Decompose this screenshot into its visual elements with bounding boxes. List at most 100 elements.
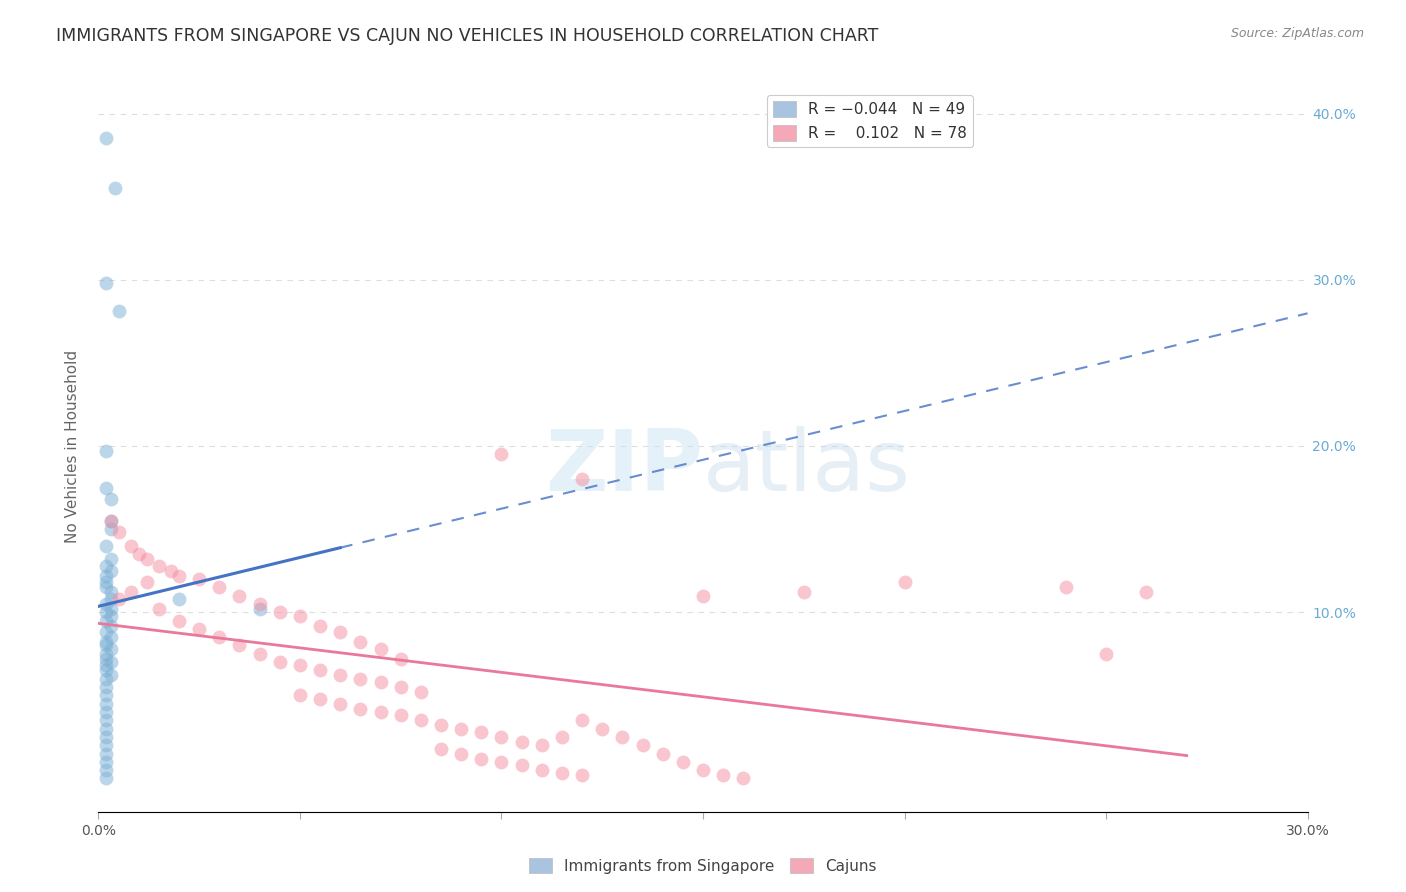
Point [470,751,492,765]
Point [96,575,118,590]
Point [188,572,211,586]
Point [96,568,118,582]
Point [96,664,118,678]
Point [733,772,755,786]
Point [450,747,472,761]
Point [370,705,392,719]
Point [430,718,453,732]
Point [370,641,392,656]
Point [96,738,118,752]
Point [1054,580,1077,594]
Point [128,547,150,561]
Point [96,730,118,744]
Point [430,741,453,756]
Point [96,614,118,628]
Point [100,564,122,578]
Point [107,591,129,606]
Point [96,276,118,290]
Point [349,672,371,686]
Point [309,618,332,632]
Point [96,658,118,673]
Point [288,689,311,703]
Point [100,492,122,507]
Point [349,635,371,649]
Point [96,444,118,458]
Point [100,618,122,632]
Point [571,768,593,782]
Point [100,552,122,566]
Point [651,747,673,761]
Point [309,691,332,706]
Point [100,608,122,623]
Point [288,608,311,623]
Point [100,602,122,616]
Point [288,658,311,673]
Point [450,722,472,736]
Point [409,714,432,728]
Point [711,768,734,782]
Point [249,647,271,661]
Point [612,730,634,744]
Point [100,591,122,606]
Point [100,641,122,656]
Point [188,622,211,636]
Point [571,472,593,486]
Point [96,705,118,719]
Point [96,652,118,666]
Point [470,725,492,739]
Point [208,580,231,594]
Point [96,755,118,769]
Point [107,304,129,318]
Point [510,735,533,749]
Point [96,672,118,686]
Point [100,655,122,669]
Point [329,625,352,640]
Point [100,514,122,528]
Point [96,539,118,553]
Point [100,630,122,644]
Point [107,525,129,540]
Point [893,575,915,590]
Point [1095,647,1118,661]
Point [329,668,352,682]
Point [96,597,118,611]
Point [96,747,118,761]
Point [96,131,118,145]
Text: Source: ZipAtlas.com: Source: ZipAtlas.com [1230,27,1364,40]
Legend: Immigrants from Singapore, Cajuns: Immigrants from Singapore, Cajuns [523,852,883,880]
Point [208,630,231,644]
Point [96,639,118,653]
Point [96,625,118,640]
Point [96,714,118,728]
Point [96,605,118,619]
Point [100,514,122,528]
Point [672,755,695,769]
Point [389,680,412,694]
Point [167,614,190,628]
Point [167,591,190,606]
Point [309,664,332,678]
Text: IMMIGRANTS FROM SINGAPORE VS CAJUN NO VEHICLES IN HOUSEHOLD CORRELATION CHART: IMMIGRANTS FROM SINGAPORE VS CAJUN NO VE… [56,27,879,45]
Point [96,680,118,694]
Point [120,539,142,553]
Point [269,655,291,669]
Point [551,766,574,780]
Point [96,580,118,594]
Point [1135,585,1157,599]
Point [135,575,157,590]
Point [530,763,553,777]
Point [329,697,352,711]
Point [96,635,118,649]
Point [389,652,412,666]
Point [530,738,553,752]
Point [100,668,122,682]
Point [349,701,371,715]
Point [100,585,122,599]
Point [96,647,118,661]
Point [96,689,118,703]
Point [160,564,183,578]
Point [551,730,574,744]
Point [96,558,118,573]
Point [135,552,157,566]
Point [692,589,714,603]
